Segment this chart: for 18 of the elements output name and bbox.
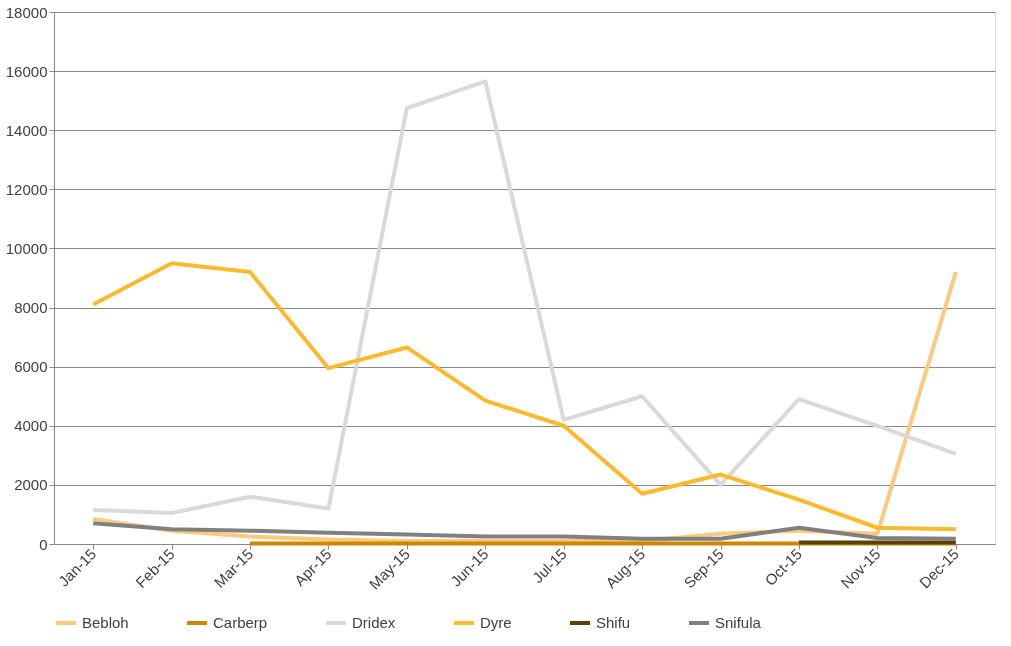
legend-label: Bebloh [82, 614, 129, 631]
y-tick-label: 2000 [14, 476, 48, 494]
y-tick-label: 0 [39, 535, 48, 553]
legend-label: Carberp [213, 614, 268, 631]
y-tick-label: 16000 [5, 62, 48, 80]
y-tick-label: 14000 [5, 121, 48, 139]
line-series [91, 521, 958, 541]
y-tick-label: 4000 [14, 417, 48, 435]
legend-label: Shifu [596, 614, 631, 631]
legend-label: Snifula [715, 614, 762, 631]
y-tick-label: 12000 [5, 180, 48, 198]
y-tick-label: 6000 [14, 358, 48, 376]
y-tick-label: 10000 [5, 239, 48, 257]
line-series [91, 79, 958, 515]
y-tick-label: 8000 [14, 299, 48, 317]
legend-label: Dridex [352, 614, 396, 631]
legend-label: Dyre [480, 614, 512, 631]
y-tick-label: 18000 [5, 3, 48, 21]
